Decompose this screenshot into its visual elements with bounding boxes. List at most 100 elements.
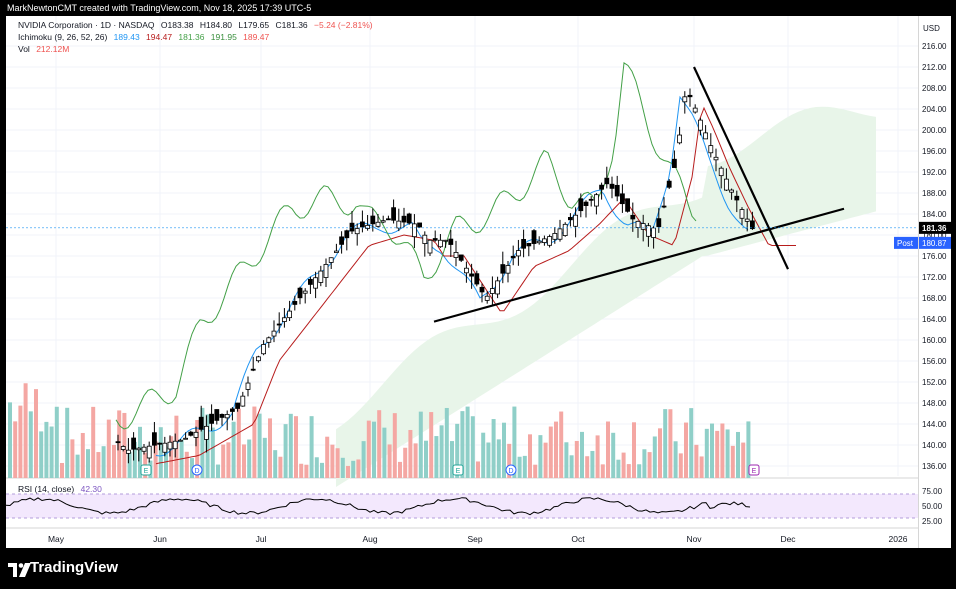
price-badge <box>919 221 951 234</box>
volume-bar <box>465 406 470 478</box>
price-tick: 148.00 <box>922 399 947 408</box>
candle-body <box>640 223 646 230</box>
lagging-line <box>115 62 697 430</box>
volume-bar <box>377 410 382 478</box>
volume-bar <box>351 460 356 478</box>
candle-body <box>427 239 433 254</box>
month-label: May <box>48 534 65 544</box>
volume-bar <box>184 451 189 478</box>
candle-body <box>489 288 495 294</box>
candle-body <box>583 201 589 207</box>
rsi-legend[interactable]: RSI (14, close) 42.30 <box>18 484 106 494</box>
volume-bar <box>533 464 538 478</box>
volume-bar <box>247 439 252 478</box>
attribution-text: MarkNewtonCMT created with TradingView.c… <box>7 3 312 13</box>
candle-body <box>536 240 542 244</box>
volume-bar <box>34 389 38 478</box>
month-label: Sep <box>467 534 482 544</box>
candle-body <box>224 414 230 419</box>
candle-body <box>500 264 506 274</box>
volume-bar <box>28 411 33 478</box>
base-line <box>155 106 796 465</box>
volume-bar <box>439 425 444 478</box>
volume-bar <box>309 416 314 478</box>
price-axis[interactable]: 136.00 140.00 144.00 148.00 152.00 156.00 160.… <box>918 16 951 548</box>
candle-body <box>214 409 220 421</box>
footer: TradingView <box>0 548 956 589</box>
candle-body <box>432 238 438 241</box>
volume-legend[interactable]: Vol 212.12M <box>18 44 73 54</box>
chart-canvas[interactable]: E D E D E May Jun Jul Aug Sep Oct Nov Dec 2026 Post <box>6 16 918 548</box>
candle-body <box>344 230 350 239</box>
volume-bar <box>340 457 345 478</box>
event-letter: E <box>752 468 757 475</box>
volume-bar <box>600 464 605 478</box>
candle-body <box>526 242 532 247</box>
candle-body <box>542 238 547 243</box>
candle-body <box>370 215 376 225</box>
volume-bar <box>200 407 205 478</box>
volume-bar <box>65 407 70 478</box>
candle-body <box>333 250 339 253</box>
earnings-marker <box>452 464 464 476</box>
candle-body <box>209 413 215 424</box>
price-tick: 144.00 <box>922 420 947 429</box>
candle-body <box>474 273 480 285</box>
candle-body <box>261 344 267 355</box>
currency-label: USD <box>923 24 940 33</box>
post-label: Post <box>897 239 914 248</box>
candle-body <box>453 252 459 258</box>
month-label: 2026 <box>889 534 908 544</box>
volume-bar <box>112 444 116 478</box>
volume-bar <box>138 426 142 478</box>
event-letter: E <box>144 468 149 475</box>
candle-body <box>687 94 693 98</box>
rsi-pane <box>6 493 918 519</box>
candle-body <box>307 278 313 285</box>
low-label: L <box>238 20 244 30</box>
candle-body <box>313 277 319 289</box>
ichimoku-legend[interactable]: Ichimoku (9, 26, 52, 26) 189.43 194.47 1… <box>18 32 273 42</box>
volume-bar <box>512 406 517 478</box>
candle-body <box>718 167 724 177</box>
candle-body <box>614 184 620 197</box>
volume-bar <box>606 421 610 478</box>
volume-bar <box>226 442 231 478</box>
volume-bar <box>283 424 288 478</box>
volume-bar <box>626 464 631 478</box>
volume-bar <box>746 421 751 478</box>
volume-bar <box>387 444 392 478</box>
candle-body <box>203 425 209 440</box>
price-badge-value: 181.36 <box>922 224 947 233</box>
earnings-marker <box>140 464 152 476</box>
candle-body <box>437 239 443 248</box>
price-tick: 168.00 <box>922 294 947 303</box>
volume-bar <box>434 436 439 478</box>
candle-body <box>354 228 360 235</box>
candle-body <box>724 178 729 191</box>
candle-body <box>479 286 485 293</box>
price-axis-canvas: 136.00 140.00 144.00 148.00 152.00 156.00 160.… <box>919 42 951 526</box>
price-tick: 140.00 <box>922 441 947 450</box>
volume-bar <box>632 422 636 478</box>
candle-body <box>411 223 417 238</box>
price-tick: 208.00 <box>922 84 947 93</box>
volume-bar <box>569 455 574 478</box>
candle-body <box>349 222 355 232</box>
volume-bar <box>595 435 600 478</box>
high-value: 184.80 <box>206 20 233 30</box>
volume-bar <box>117 410 122 478</box>
symbol-legend[interactable]: NVIDIA Corporation · 1D · NASDAQ O183.38… <box>18 20 377 30</box>
event-letter: D <box>194 468 199 475</box>
candle-body <box>406 213 412 224</box>
volume-bar <box>372 421 376 478</box>
volume-bar <box>361 441 366 478</box>
candle-body <box>531 230 537 244</box>
time-axis: May Jun Jul Aug Sep Oct Nov Dec 2026 <box>48 534 908 544</box>
volume-value: 212.12M <box>36 44 70 54</box>
price-tick: 188.00 <box>922 189 947 198</box>
post-badge <box>919 236 951 249</box>
volume-bar <box>517 456 522 478</box>
candle-body <box>177 439 183 442</box>
